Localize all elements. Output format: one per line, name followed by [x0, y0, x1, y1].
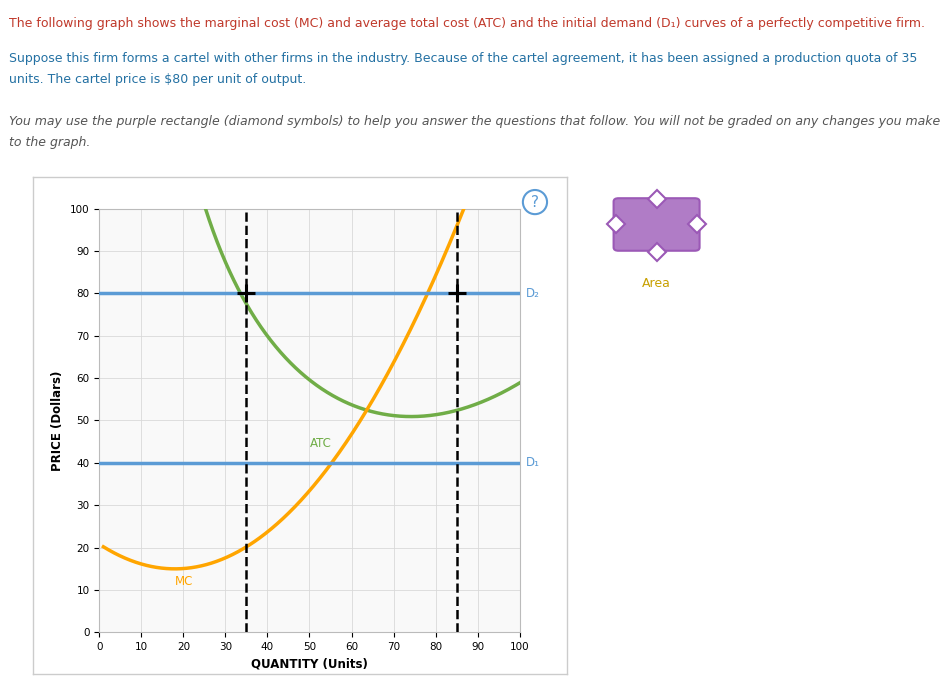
Text: The following graph shows the marginal cost (MC) and average total cost (ATC) an: The following graph shows the marginal c… [9, 17, 924, 31]
FancyBboxPatch shape [613, 198, 699, 251]
Text: units. The cartel price is $80 per unit of output.: units. The cartel price is $80 per unit … [9, 73, 307, 86]
Text: You may use the purple rectangle (diamond symbols) to help you answer the questi: You may use the purple rectangle (diamon… [9, 115, 939, 128]
Text: ?: ? [531, 195, 538, 210]
Text: D₂: D₂ [526, 287, 539, 300]
Text: Area: Area [642, 277, 670, 290]
X-axis label: QUANTITY (Units): QUANTITY (Units) [251, 657, 367, 671]
Text: ATC: ATC [310, 437, 331, 450]
Y-axis label: PRICE (Dollars): PRICE (Dollars) [51, 370, 64, 471]
Text: Suppose this firm forms a cartel with other firms in the industry. Because of th: Suppose this firm forms a cartel with ot… [9, 52, 917, 65]
Text: MC: MC [175, 575, 194, 588]
Text: to the graph.: to the graph. [9, 136, 91, 149]
Text: D₁: D₁ [526, 457, 539, 469]
